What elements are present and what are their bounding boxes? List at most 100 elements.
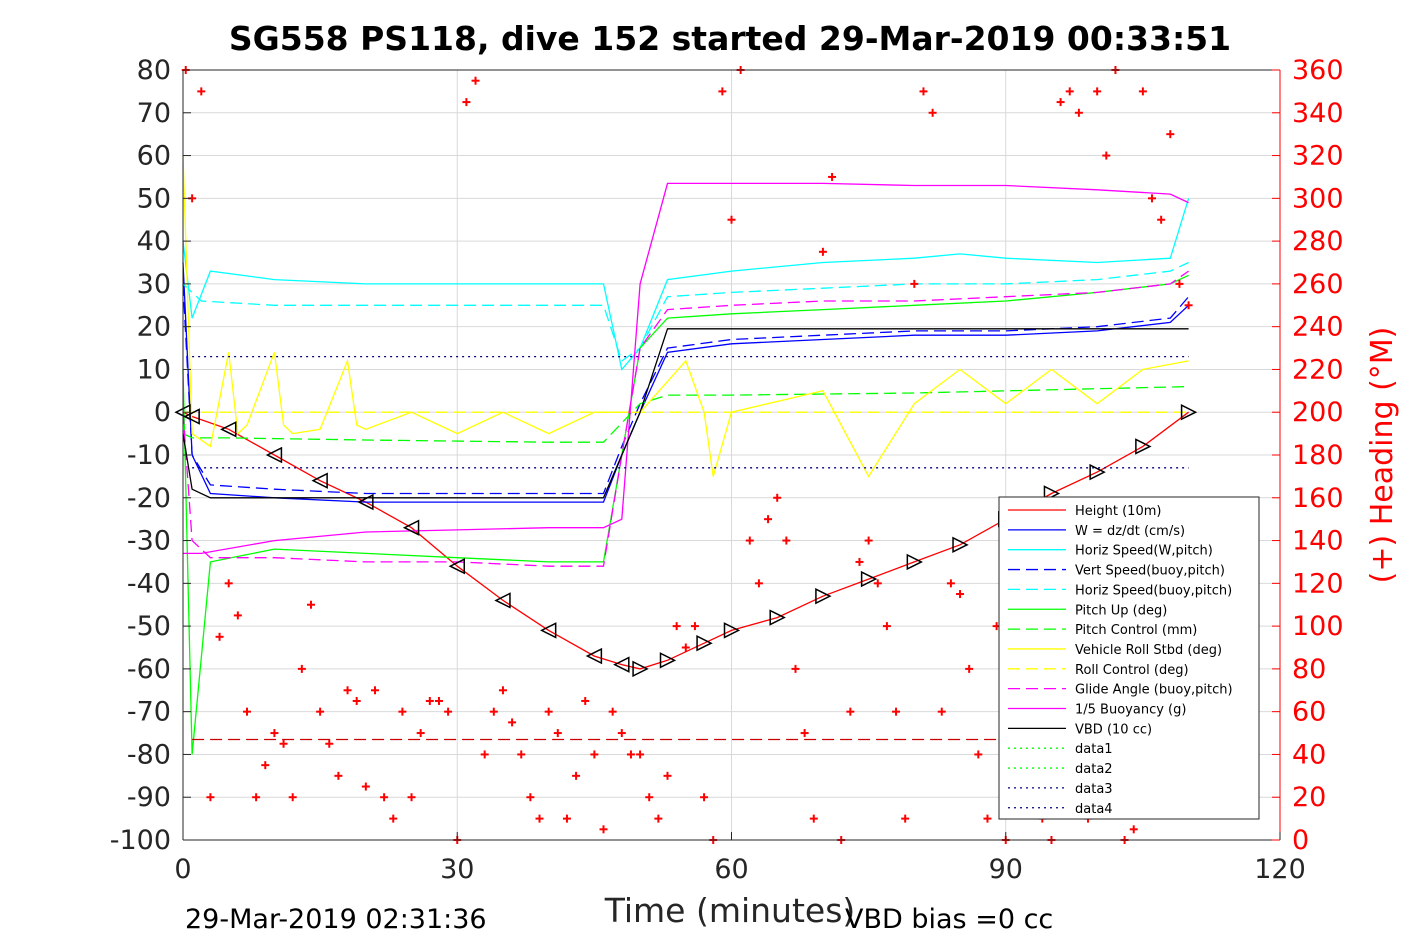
- y-tick-label: 50: [137, 183, 171, 214]
- heading-point: [672, 622, 681, 631]
- heading-point: [681, 643, 690, 652]
- heading-point: [252, 793, 261, 802]
- heading-point: [553, 729, 562, 738]
- heading-point: [389, 814, 398, 823]
- heading-point: [956, 590, 965, 599]
- y-right-axis-label: (+) Heading (°M): [1365, 327, 1400, 584]
- y-right-tick-label: 360: [1292, 55, 1344, 86]
- y-tick-label: -30: [127, 526, 171, 557]
- heading-point: [1102, 151, 1111, 160]
- depth-marker: [815, 587, 832, 605]
- y-right-tick-label: 140: [1292, 526, 1344, 557]
- heading-point: [215, 632, 224, 641]
- y-right-tick-label: 320: [1292, 141, 1344, 172]
- y-right-tick-label: 40: [1292, 739, 1326, 770]
- heading-point: [206, 793, 215, 802]
- tick-labels: 0 30 60 90 12080706050403020100-10-20-30-40-…: [110, 55, 1344, 885]
- heading-point: [517, 750, 526, 759]
- heading-point: [416, 729, 425, 738]
- heading-point: [654, 814, 663, 823]
- heading-point: [398, 707, 407, 716]
- heading-point: [846, 707, 855, 716]
- x-axis-label: Time (minutes): [604, 891, 856, 930]
- y-right-tick-label: 240: [1292, 312, 1344, 343]
- heading-point: [1129, 825, 1138, 834]
- y-tick-label: 70: [137, 98, 171, 129]
- heading-point: [425, 696, 434, 705]
- heading-point: [965, 664, 974, 673]
- heading-point: [1074, 108, 1083, 117]
- heading-point: [434, 696, 443, 705]
- heading-point: [471, 76, 480, 85]
- x-tick-label: 30: [440, 854, 474, 885]
- heading-point: [462, 98, 471, 107]
- depth-marker: [1135, 438, 1152, 455]
- x-tick-label: 120: [1254, 854, 1306, 885]
- legend-entry: Pitch Control (mm): [1075, 623, 1197, 638]
- series-line-11: [182, 328, 1189, 499]
- y-right-tick-label: 20: [1292, 782, 1326, 813]
- legend-entry: data1: [1075, 742, 1113, 757]
- y-right-tick-label: 220: [1292, 354, 1344, 385]
- heading-point: [526, 793, 535, 802]
- heading-point: [489, 707, 498, 716]
- y-right-tick-label: 340: [1292, 98, 1344, 129]
- legend-entry: 1/5 Buoyancy (g): [1075, 703, 1186, 718]
- y-tick-label: 10: [137, 354, 171, 385]
- footer-vbd-bias: VBD bias =0 cc: [845, 904, 1053, 935]
- series-line-3: [182, 283, 1190, 495]
- legend-entry: W = dz/dt (cm/s): [1075, 524, 1185, 539]
- heading-point: [590, 750, 599, 759]
- y-tick-label: 40: [137, 226, 171, 257]
- depth-marker: [723, 622, 741, 639]
- heading-point: [773, 493, 782, 502]
- y-tick-label: -60: [127, 654, 171, 685]
- heading-point: [818, 247, 827, 256]
- y-tick-label: -40: [127, 568, 171, 599]
- depth-marker: [220, 421, 237, 438]
- y-right-tick-label: 80: [1292, 654, 1326, 685]
- heading-point: [197, 87, 206, 96]
- heading-point: [626, 750, 635, 759]
- heading-point: [937, 707, 946, 716]
- series-line-7: [182, 155, 1189, 478]
- depth-marker: [632, 660, 649, 678]
- heading-point: [782, 536, 791, 545]
- y-tick-label: 20: [137, 312, 171, 343]
- legend: Height (10m) W = dz/dt (cm/s) Horiz Speed(…: [998, 496, 1260, 820]
- heading-point: [928, 108, 937, 117]
- y-right-tick-label: 120: [1292, 568, 1344, 599]
- heading-point: [1175, 279, 1184, 288]
- x-tick-label: 0: [174, 854, 191, 885]
- heading-point: [599, 825, 608, 834]
- heading-point: [645, 793, 654, 802]
- depth-marker: [183, 408, 200, 425]
- heading-point: [800, 729, 809, 738]
- legend-entry: Pitch Up (deg): [1075, 603, 1167, 618]
- heading-point: [370, 686, 379, 695]
- heading-point: [974, 750, 983, 759]
- heading-point: [1184, 301, 1193, 310]
- footer-timestamp: 29-Mar-2019 02:31:36: [185, 904, 487, 935]
- y-right-tick-label: 200: [1292, 397, 1344, 428]
- depth-marker: [585, 647, 603, 665]
- heading-point: [901, 814, 910, 823]
- y-right-tick-label: 0: [1292, 825, 1309, 856]
- heading-point: [407, 793, 416, 802]
- depth-marker: [494, 592, 511, 609]
- y-tick-label: -80: [127, 739, 171, 770]
- heading-point: [361, 782, 370, 791]
- series-line-6: [182, 385, 1189, 443]
- depth-marker: [952, 536, 969, 554]
- heading-point: [855, 557, 864, 566]
- heading-point: [233, 611, 242, 620]
- depth-marker: [659, 652, 677, 669]
- heading-point: [910, 279, 919, 288]
- heading-point: [334, 771, 343, 780]
- heading-point: [1157, 215, 1166, 224]
- legend-entry: VBD (10 cc): [1075, 722, 1152, 737]
- heading-point: [828, 172, 837, 181]
- heading-point: [1148, 194, 1157, 203]
- heading-point: [718, 87, 727, 96]
